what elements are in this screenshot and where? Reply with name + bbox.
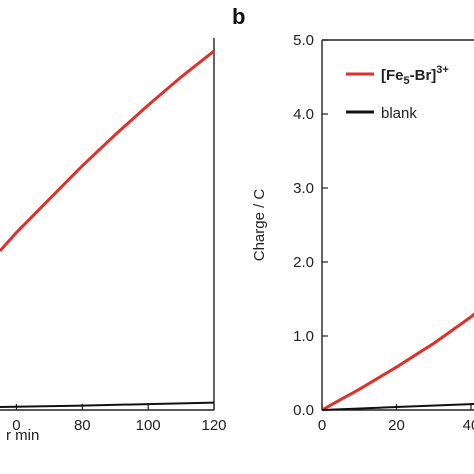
panel-b-y-label: Charge / C — [251, 189, 268, 262]
panel-b-series-red-line — [321, 312, 474, 412]
panel-a-x-tick-label: 120 — [201, 417, 226, 434]
panel-a-x-ticks: 0 80 100 120 — [12, 404, 227, 434]
panel-a-x-tick-label: 0 — [12, 417, 20, 434]
panel-b-x-tick-label: 0 — [318, 417, 326, 434]
panel-a-series — [0, 49, 215, 408]
panel-b-y-tick-label: 2.0 — [293, 254, 314, 271]
panel-b-series-black-line — [321, 403, 474, 411]
legend-label-blank: blank — [381, 105, 417, 122]
legend-sup: 3+ — [436, 64, 449, 76]
panel-a: 0 80 100 120 r min — [0, 38, 227, 444]
legend-sub: 5 — [404, 75, 410, 87]
panel-b-y-tick-label: 4.0 — [293, 106, 314, 123]
panel-b-y-tick-label: 3.0 — [293, 180, 314, 197]
panel-a-x-tick-label: 80 — [74, 417, 91, 434]
legend-label-fe5br: [Fe5-Br]3+ — [381, 64, 449, 87]
panel-b-x-tick-label: 40 — [463, 417, 474, 434]
panel-b-label: b — [232, 4, 245, 29]
panel-b: b 0.0 1.0 2.0 3.0 4.0 5.0 0 20 40 Charge / C [F… — [232, 4, 474, 434]
panel-a-x-tick-label: 100 — [136, 417, 161, 434]
panel-b-y-tick-label: 1.0 — [293, 328, 314, 345]
panel-b-x-tick-label: 20 — [388, 417, 405, 434]
panel-b-legend: [Fe5-Br]3+ blank — [346, 64, 449, 122]
panel-a-series-black-line — [0, 401, 215, 408]
panel-b-y-tick-label: 0.0 — [293, 402, 314, 419]
panel-b-y-ticks: 0.0 1.0 2.0 3.0 4.0 5.0 — [293, 32, 328, 419]
panel-b-series — [321, 312, 474, 412]
panel-a-series-red-line — [0, 49, 215, 252]
panel-b-y-tick-label: 5.0 — [293, 32, 314, 49]
panel-a-x-label-fragment: r min — [6, 427, 39, 444]
